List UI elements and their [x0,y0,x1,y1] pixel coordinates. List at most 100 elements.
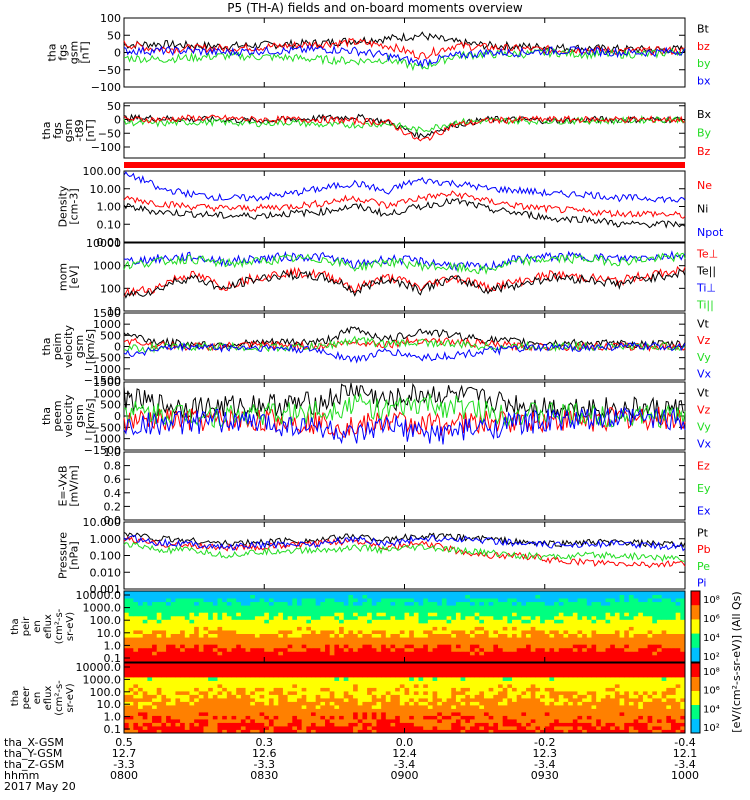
spectrogram-cell [371,715,377,720]
spectrogram-cell [259,701,265,706]
spectrogram-cell [516,719,522,723]
spectrogram-cell [469,594,476,599]
spectrogram-cell [301,594,307,599]
spectrogram-cell [427,694,433,699]
spectrogram-cell [231,684,237,688]
spectrogram-cell [469,691,476,695]
spectrogram-cell [357,633,363,638]
spectrogram-cell [582,637,588,642]
spectrogram-cell [212,615,218,620]
spectrogram-cell [544,608,550,613]
spectrogram-cell [661,673,667,678]
spectrogram-cell [628,694,634,699]
spectrogram-cell [385,594,391,599]
spectrogram-cell [138,637,144,642]
legend-peem-1: Vz [697,404,711,417]
spectrogram-cell [516,658,522,663]
spectrogram-cell [198,598,204,603]
spectrogram-cell [156,626,162,631]
spectrogram-cell [591,715,597,720]
spectrogram-cell [586,615,592,620]
spectrogram-cell [367,619,373,624]
colorbar-cell [691,659,700,663]
spectrogram-cell [614,654,620,659]
spectrogram-cell [399,691,405,695]
spectrogram-cell [156,715,162,720]
spectrogram-cell [128,673,134,678]
spectrogram-cell [194,644,200,649]
spectrogram-cell [624,626,630,631]
spectrogram-cell [460,658,466,663]
spectrogram-cell [170,687,176,692]
ytick-label-fgs2-1: 0 [114,114,121,127]
spectrogram-cell [427,651,433,656]
spectrogram-cell [273,619,279,624]
spectrogram-cell [353,626,359,631]
spectrogram-cell [488,594,494,599]
spectrogram-cell [334,726,340,730]
spectrogram-cell [180,687,186,692]
spectrogram-cell [451,647,457,652]
spectrogram-cell [544,594,550,599]
spectrogram-cell [166,701,172,706]
spectrogram-cell [680,637,686,642]
spectrogram-cell [638,591,644,595]
spectrogram-cell [353,684,359,688]
spectrogram-cell [619,677,625,681]
spectrogram-cell [661,637,667,642]
spectrogram-cell [245,705,251,709]
spectrogram-cell [175,637,181,642]
spectrogram-cell [413,673,419,678]
spectrogram-cell [245,594,251,599]
spectrogram-cell [226,722,232,727]
spectrogram-cell [399,647,405,652]
spectrogram-cell [222,722,228,727]
spectrogram-cell [138,691,144,695]
spectrogram-cell [460,598,466,603]
spectrogram-cell [184,712,190,716]
spectrogram-cell [399,654,405,659]
spectrogram-cell [240,712,246,716]
spectrogram-cell [670,715,677,720]
spectrogram-cell [273,708,279,713]
spectrogram-cell [535,729,541,734]
spectrogram-cell [432,651,438,656]
spectrogram-cell [437,605,443,610]
spectrogram-cell [339,622,345,627]
spectrogram-cell [558,729,564,734]
colorbar-tick-peir-2: 10⁴ [703,633,720,644]
spectrogram-cell [343,615,349,620]
spectrogram-cell [292,691,298,695]
spectrogram-cell [446,598,452,603]
spectrogram-cell [292,715,298,720]
spectrogram-cell [409,705,415,709]
spectrogram-cell [572,605,578,610]
spectrogram-cell [469,726,476,730]
spectrogram-cell [451,666,457,671]
spectrogram-cell [184,608,190,613]
spectrogram-cell [596,680,602,685]
spectrogram-cell [558,701,564,706]
spectrogram-cell [222,598,228,603]
spectrogram-cell [549,637,555,642]
spectrogram-cell [147,722,153,727]
spectrogram-cell [610,708,616,713]
spectrogram-cell [208,722,214,727]
spectrogram-cell [250,591,256,595]
spectrogram-cell [329,722,335,727]
spectrogram-cell [526,654,532,659]
spectrogram-cell [184,626,190,631]
ytick-label-pressure-1: 1.000 [90,533,122,546]
spectrogram-cell [586,619,592,624]
spectrogram-cell [521,705,527,709]
spectrogram-cell [250,612,256,617]
spectrogram-cell [624,591,630,595]
spectrogram-cell [526,726,532,730]
spectrogram-cell [512,694,518,699]
spectrogram-cell [376,691,382,695]
spectrogram-cell [418,715,424,720]
colorbar-cell [691,635,700,639]
spectrogram-cell [652,712,658,716]
spectrogram-cell [633,640,639,645]
spectrogram-cell [184,591,190,595]
